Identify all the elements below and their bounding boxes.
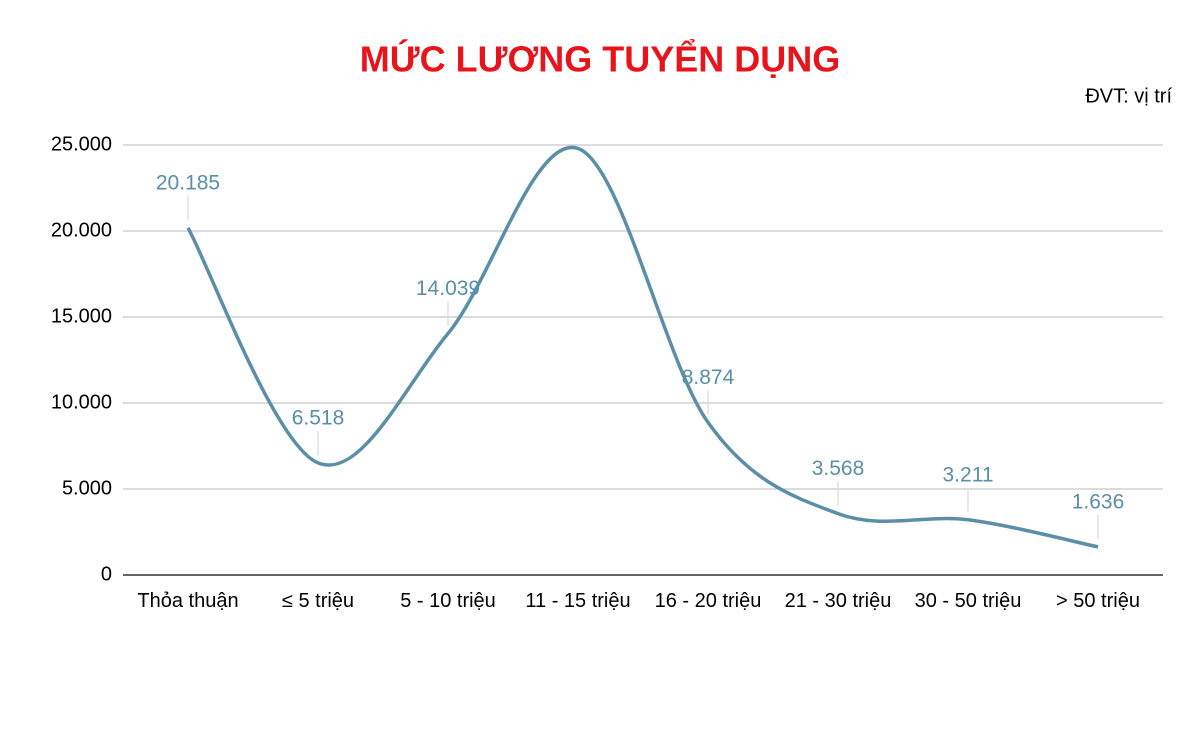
data-label: 3.211 <box>943 463 994 486</box>
y-tick-label: 15.000 <box>51 305 112 327</box>
x-tick-label: 16 - 20 triệu <box>654 590 762 612</box>
data-label: 8.874 <box>682 366 735 389</box>
y-tick-label: 20.000 <box>51 219 112 241</box>
y-tick-label: 10.000 <box>51 391 112 413</box>
x-tick-label: 5 - 10 triệu <box>400 590 496 612</box>
x-tick-label: > 50 triệu <box>1056 590 1140 612</box>
y-tick-label: 25.000 <box>51 133 112 155</box>
x-tick-label: 21 - 30 triệu <box>784 590 892 612</box>
y-tick-label: 0 <box>101 563 112 585</box>
line <box>186 145 1099 549</box>
y-tick-label: 5.000 <box>62 477 112 499</box>
data-label: 6.518 <box>292 406 345 429</box>
data-label: 14.039 <box>416 277 480 300</box>
x-tick-label: 11 - 15 triệu <box>525 590 631 612</box>
data-label: 1.636 <box>1072 490 1125 513</box>
chart-title: MỨC LƯƠNG TUYỂN DỤNG <box>360 38 840 80</box>
x-tick-label: 30 - 50 triệu <box>914 590 1022 612</box>
x-tick-label: ≤ 5 triệu <box>281 590 355 612</box>
unit-note: ĐVT: vị trí <box>1085 85 1172 107</box>
data-label: 20.185 <box>156 171 220 194</box>
x-tick-label: Thỏa thuận <box>137 590 239 612</box>
data-label: 3.568 <box>812 457 865 480</box>
